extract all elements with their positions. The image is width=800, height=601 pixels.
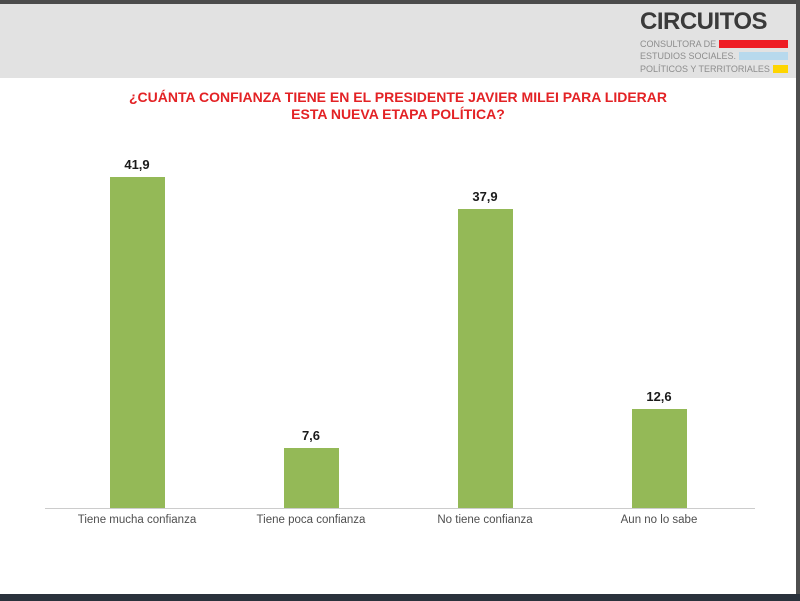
category-label-tiene-mucha-confianza: Tiene mucha confianza bbox=[77, 514, 197, 526]
logo-red-bar bbox=[719, 39, 788, 48]
bar-value-label: 41,9 bbox=[124, 157, 150, 173]
chart-title-line-1: ¿CUÁNTA CONFIANZA TIENE EN EL PRESIDENTE… bbox=[129, 89, 667, 105]
category-label-no-tiene-confianza: No tiene confianza bbox=[437, 514, 533, 526]
bar-column-aun-no-lo-sabe: 12,6 bbox=[572, 140, 746, 508]
bar-column-no-tiene-confianza: 37,9 bbox=[398, 140, 572, 508]
category-label-tiene-poca-confianza: Tiene poca confianza bbox=[256, 514, 366, 526]
top-frame-border bbox=[0, 0, 800, 4]
category-axis-labels: Tiene mucha confianza Tiene poca confian… bbox=[50, 514, 746, 526]
logo-blue-bar bbox=[739, 52, 788, 60]
circuitos-logo: CIRCUITOS CONSULTORA DE ESTUDIOS SOCIALE… bbox=[640, 8, 788, 74]
header-band: CIRCUITOS CONSULTORA DE ESTUDIOS SOCIALE… bbox=[0, 4, 800, 78]
bar-column-tiene-mucha-confianza: 41,9 bbox=[50, 140, 224, 508]
chart-title-line-2: ESTA NUEVA ETAPA POLÍTICA? bbox=[291, 106, 505, 122]
right-frame-border bbox=[796, 0, 800, 594]
bottom-frame-bar bbox=[0, 594, 800, 601]
bar-no-tiene-confianza bbox=[457, 208, 513, 508]
bar-tiene-poca-confianza bbox=[283, 447, 339, 508]
logo-line-1-text: CONSULTORA DE bbox=[640, 38, 717, 49]
logo-line-3-text: POLÍTICOS Y TERRITORIALES bbox=[640, 63, 770, 74]
bar-aun-no-lo-sabe bbox=[631, 408, 687, 508]
bar-value-label: 12,6 bbox=[646, 388, 672, 404]
bar-chart-plot-area: 41,9 7,6 37,9 12,6 bbox=[50, 140, 746, 508]
bar-value-label: 7,6 bbox=[301, 427, 321, 443]
category-label-aun-no-lo-sabe: Aun no lo sabe bbox=[620, 514, 698, 526]
logo-line-2: ESTUDIOS SOCIALES. bbox=[640, 51, 788, 61]
logo-yellow-bar bbox=[772, 64, 788, 73]
bar-tiene-mucha-confianza bbox=[109, 177, 165, 508]
logo-line-2-text: ESTUDIOS SOCIALES. bbox=[640, 51, 737, 61]
logo-line-3: POLÍTICOS Y TERRITORIALES bbox=[640, 64, 788, 74]
x-axis-line bbox=[45, 508, 755, 509]
bar-column-tiene-poca-confianza: 7,6 bbox=[224, 140, 398, 508]
logo-line-1: CONSULTORA DE bbox=[640, 39, 788, 49]
logo-title: CIRCUITOS bbox=[640, 8, 768, 35]
bar-value-label: 37,9 bbox=[472, 188, 498, 204]
chart-title: ¿CUÁNTA CONFIANZA TIENE EN EL PRESIDENTE… bbox=[0, 89, 796, 123]
